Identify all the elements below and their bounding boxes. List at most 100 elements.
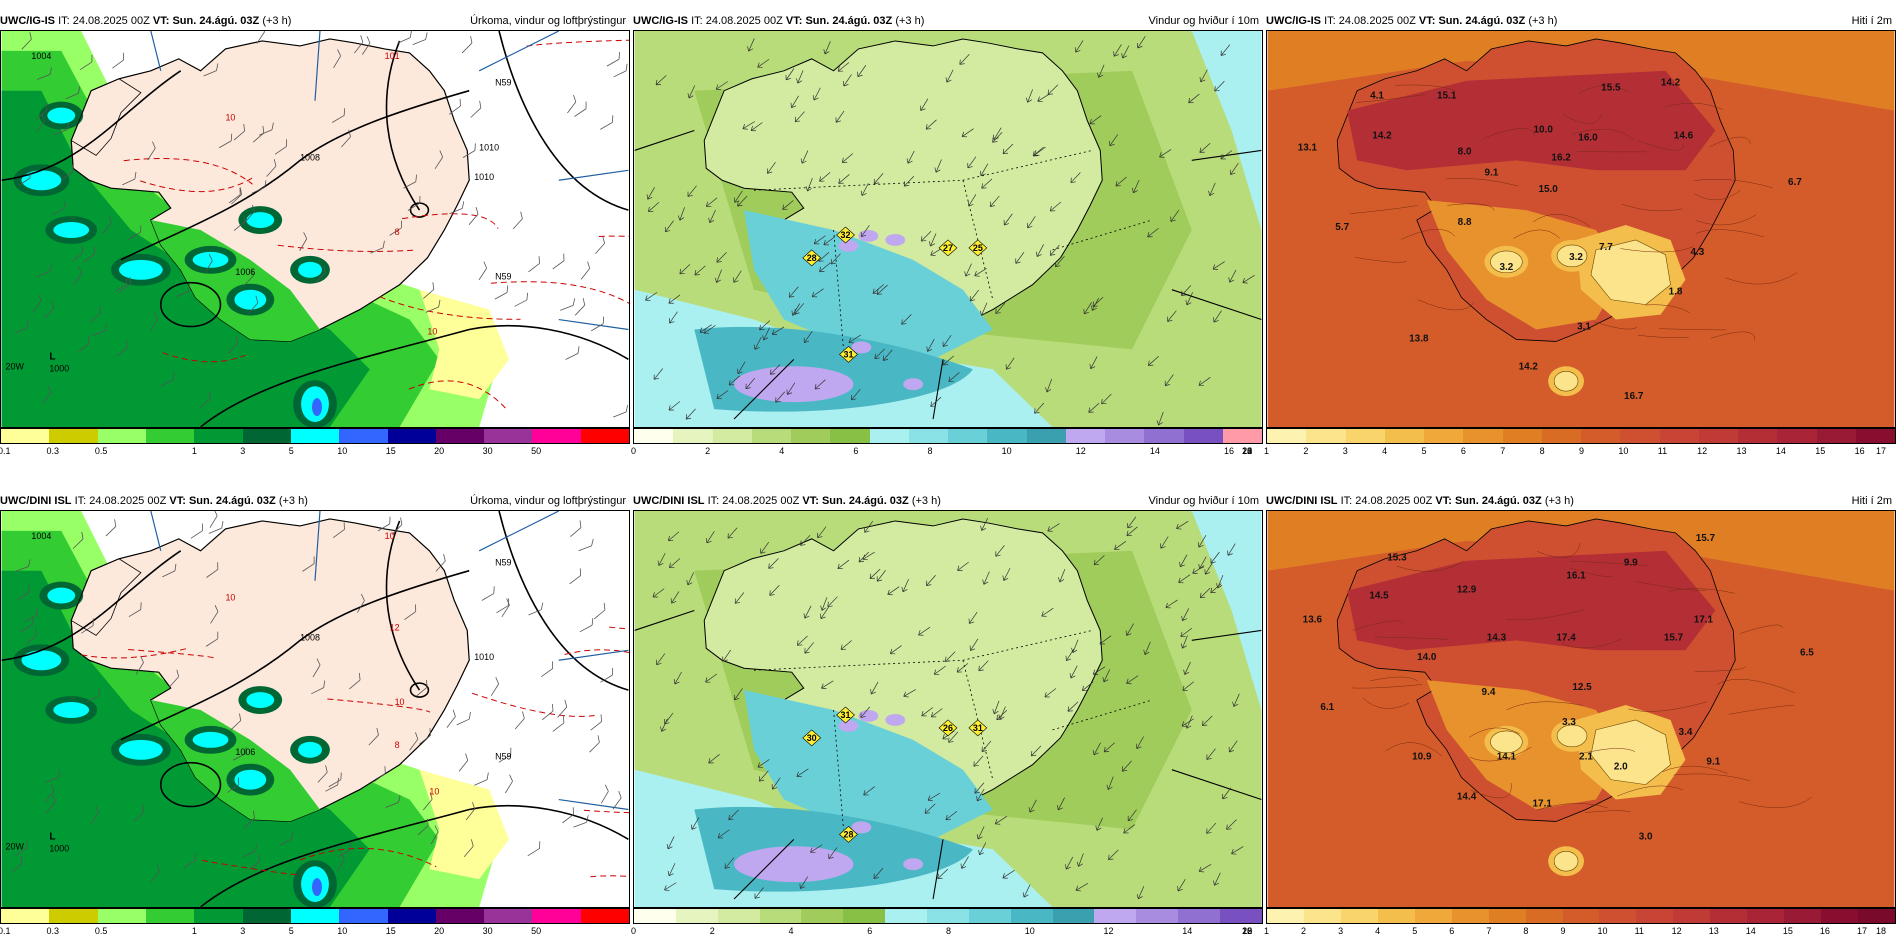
it-value: 24.08.2025 00Z <box>89 495 167 507</box>
colorbar-label: 15 <box>385 446 396 456</box>
vt-label: VT: <box>785 15 803 27</box>
precip-map: 1004 1006 1008 1010 1010 101 10 10 8 L 1000 N59 N59 2… <box>0 30 630 428</box>
colorbar-cell <box>1303 909 1341 923</box>
model-name: UWC/IG-IS <box>0 15 55 27</box>
temperature-value: 2.1 <box>1579 752 1593 763</box>
gust-value: 28 <box>807 253 817 263</box>
temperature-value: 8.0 <box>1458 146 1472 157</box>
panel-wind-row1: UWC/IG-IS IT: 24.08.2025 00Z VT: Sun. 24… <box>631 12 1263 467</box>
contour-label: 10 <box>429 787 439 797</box>
gust-value: 26 <box>943 723 953 733</box>
temperature-value: 14.2 <box>1661 78 1681 89</box>
colorbar-label: 13 <box>1708 926 1719 936</box>
colorbar-cell <box>484 909 533 923</box>
colorbar-scale <box>633 908 1263 924</box>
colorbar-label: 2 <box>1301 926 1307 936</box>
colorbar-cell <box>927 909 969 923</box>
panel-wind-row2: UWC/DINI ISL IT: 24.08.2025 00Z VT: Sun.… <box>631 492 1263 947</box>
model-name: UWC/DINI ISL <box>633 495 705 507</box>
it-value: 24.08.2025 00Z <box>722 495 800 507</box>
colorbar-cell <box>1451 909 1489 923</box>
colorbar-cell <box>830 429 870 443</box>
colorbar-label: 24 <box>1242 446 1253 456</box>
colorbar-cell <box>194 429 243 443</box>
colorbar-label: 15 <box>385 926 396 936</box>
gust-value: 31 <box>973 723 983 733</box>
colorbar-cell <box>1414 909 1452 923</box>
colorbar-scale <box>0 428 630 444</box>
colorbar-cell <box>1698 429 1738 443</box>
vt-value: Sun. 24.ágú. 03Z <box>821 495 909 507</box>
colorbar-label: 20 <box>1242 926 1253 936</box>
colorbar-cell <box>242 909 291 923</box>
colorbar-label: 6 <box>1449 926 1455 936</box>
colorbar-cell <box>1673 909 1711 923</box>
colorbar-label: 6 <box>1460 446 1466 456</box>
colorbar-cell <box>580 909 630 923</box>
colorbar-label: 50 <box>531 446 542 456</box>
contour-label: 1004 <box>31 531 51 541</box>
colorbar-cell <box>194 909 243 923</box>
temp-map: 15.3 9.9 15.7 14.5 12.9 16.1 17.1 13.6 14.3 17.4 1… <box>1266 510 1896 908</box>
gust-marker: 25 <box>968 239 988 257</box>
temperature-value: 15.1 <box>1437 91 1457 102</box>
colorbar-label: 14 <box>1182 926 1193 936</box>
temperature-value: 14.3 <box>1487 632 1507 643</box>
colorbar-label: 14 <box>1775 446 1786 456</box>
vt-label: VT: <box>1418 15 1436 27</box>
colorbar-cell <box>869 429 909 443</box>
panel-title: Hiti í 2m <box>1851 15 1892 27</box>
colorbar-cell <box>1599 909 1637 923</box>
contour-label: 1008 <box>300 632 320 642</box>
temperature-value: 13.6 <box>1303 614 1323 625</box>
temperature-value: 2.0 <box>1614 762 1628 773</box>
colorbar-cell <box>1858 909 1895 923</box>
colorbar-label: 3 <box>1342 446 1348 456</box>
colorbar-label: 18 <box>1876 926 1887 936</box>
gust-value: 28 <box>844 829 854 839</box>
colorbar-label: 2 <box>709 926 715 936</box>
colorbar-label: 10 <box>1597 926 1608 936</box>
gust-marker: 30 <box>802 729 822 747</box>
temperature-value: 16.7 <box>1624 391 1644 402</box>
colorbar-scale <box>0 908 630 924</box>
gust-marker: 31 <box>968 719 988 737</box>
colorbar-cell <box>1581 429 1621 443</box>
colorbar-cell <box>532 429 581 443</box>
colorbar-cell <box>1267 429 1307 443</box>
temperature-value: 7.7 <box>1599 242 1613 253</box>
colorbar-label: 16 <box>1854 446 1865 456</box>
colorbar-cell <box>1377 909 1415 923</box>
colorbar-label: 4 <box>788 926 794 936</box>
colorbar: 0.1 0.3 0.5 1 3 5 10 15 20 30 50 <box>0 908 630 944</box>
temperature-value: 5.7 <box>1335 222 1349 233</box>
colorbar-cell <box>1178 909 1221 923</box>
colorbar-label: 2 <box>705 446 711 456</box>
colorbar-cell <box>49 429 98 443</box>
colorbar-label: 3 <box>240 926 246 936</box>
colorbar-cell <box>1747 909 1785 923</box>
colorbar-label: 3 <box>1338 926 1344 936</box>
colorbar-cell <box>717 909 760 923</box>
wind-map: 28 32 27 25 31 <box>633 30 1263 428</box>
panel-header: UWC/IG-IS IT: 24.08.2025 00Z VT: Sun. 24… <box>633 12 1263 30</box>
colorbar-cell <box>885 909 928 923</box>
colorbar-label: 12 <box>1103 926 1114 936</box>
gust-marker: 28 <box>802 249 822 267</box>
it-label: IT: <box>58 15 70 27</box>
temperature-value: 3.0 <box>1639 831 1653 842</box>
temperature-value: 9.1 <box>1485 167 1499 178</box>
lead-time: (+3 h) <box>911 495 941 507</box>
temperature-value: 12.9 <box>1457 585 1477 596</box>
temperature-value: 15.7 <box>1664 632 1684 643</box>
colorbar-cell <box>968 909 1011 923</box>
lead-time: (+3 h) <box>895 15 925 27</box>
temperature-value: 1.8 <box>1669 287 1683 298</box>
colorbar-labels: 0.1 0.3 0.5 1 3 5 10 15 20 30 50 <box>0 926 630 940</box>
colorbar-cell <box>751 429 791 443</box>
colorbar-cell <box>580 429 630 443</box>
temperature-value: 3.1 <box>1577 321 1591 332</box>
vt-value: Sun. 24.ágú. 03Z <box>1454 495 1542 507</box>
colorbar-label: 22 <box>1242 926 1253 936</box>
colorbar-cell <box>435 909 485 923</box>
